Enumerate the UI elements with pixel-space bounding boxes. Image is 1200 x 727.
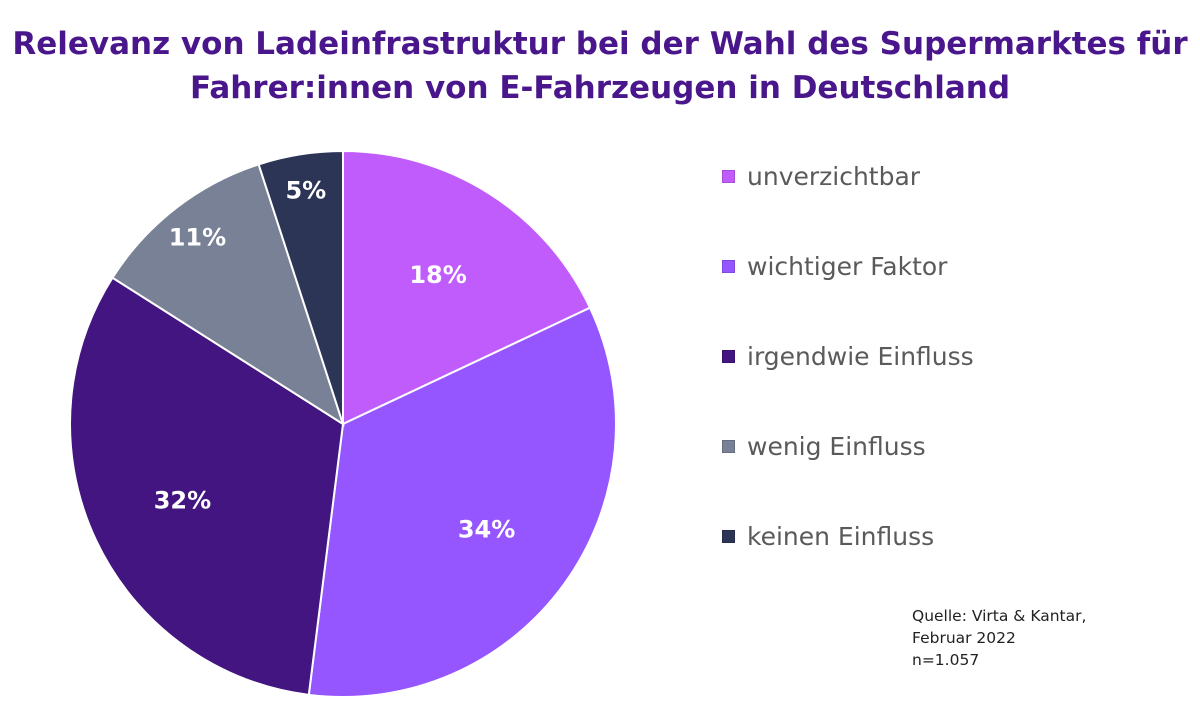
sample-size: n=1.057	[912, 651, 980, 669]
data-label-2: 32%	[154, 487, 211, 515]
data-label-0: 18%	[409, 261, 466, 289]
pie-slice-4	[257, 149, 344, 425]
legend-label: unverzichtbar	[747, 161, 921, 191]
title-line-2: Fahrer:innen von E-Fahrzeugen in Deutsch…	[189, 70, 1011, 106]
legend-label: wenig Einfluss	[747, 431, 926, 461]
data-label-3: 11%	[169, 223, 226, 251]
title-line-1: Relevanz von Ladeinfrastruktur bei der W…	[12, 26, 1188, 62]
source-note: Quelle: Virta & Kantar, Februar 2022 n=1…	[912, 605, 1086, 671]
source-line-1: Quelle: Virta & Kantar,	[912, 607, 1087, 625]
pie-slice-2	[69, 276, 345, 696]
pie-chart: 18% 34% 32% 11% 5%	[69, 149, 617, 698]
pie-slice-1	[307, 306, 617, 698]
legend-label: wichtiger Faktor	[747, 251, 948, 281]
legend-swatch	[722, 259, 735, 273]
legend-swatch	[722, 529, 735, 543]
data-label-1: 34%	[458, 515, 515, 543]
pie-slice-0	[342, 149, 592, 426]
pie-slice-3	[111, 163, 345, 427]
chart-title: Relevanz von Ladeinfrastruktur bei der W…	[0, 22, 1200, 110]
source-line-2: Februar 2022	[912, 629, 1016, 647]
legend-swatch	[722, 349, 735, 363]
legend-item: wenig Einfluss	[722, 426, 974, 466]
data-label-4: 5%	[285, 176, 326, 204]
legend-item: unverzichtbar	[722, 156, 974, 196]
legend-swatch	[722, 169, 735, 183]
legend: unverzichtbar wichtiger Faktor irgendwie E…	[722, 156, 974, 606]
legend-label: keinen Einfluss	[747, 521, 935, 551]
legend-item: wichtiger Faktor	[722, 246, 974, 286]
legend-swatch	[722, 439, 735, 453]
legend-label: irgendwie Einfluss	[747, 341, 974, 371]
legend-item: keinen Einfluss	[722, 516, 974, 556]
legend-item: irgendwie Einfluss	[722, 336, 974, 376]
